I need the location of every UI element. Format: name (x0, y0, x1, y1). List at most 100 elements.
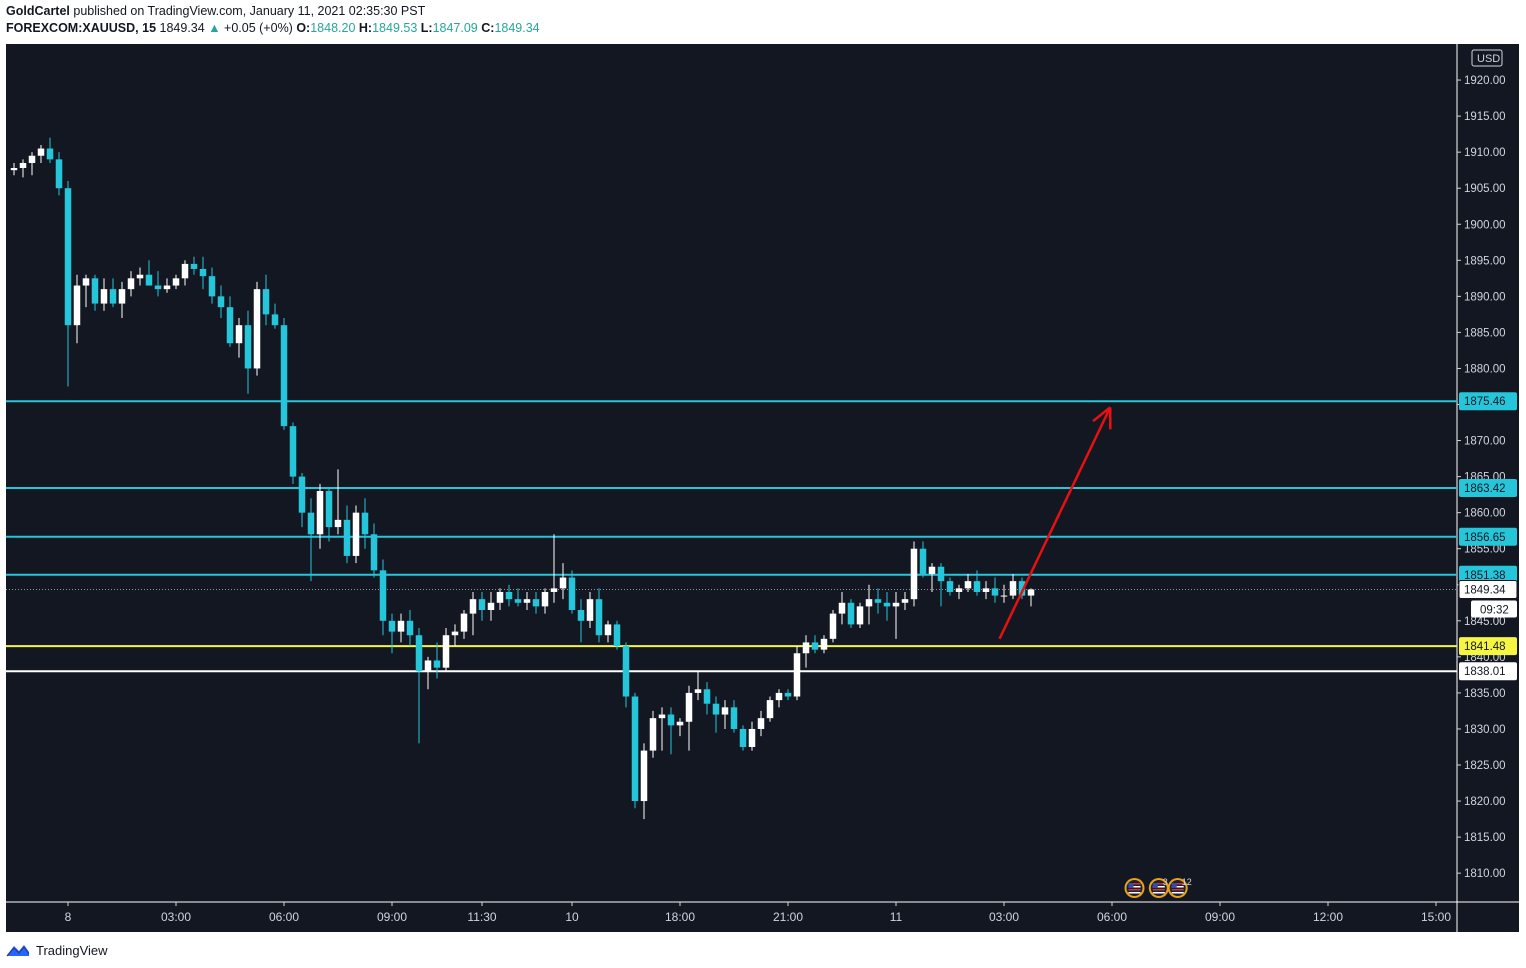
x-tick-label: 03:00 (989, 910, 1019, 924)
candle-body (226, 307, 234, 344)
candle-body (64, 188, 72, 326)
candle-body (910, 548, 918, 600)
y-tick-label: 1905.00 (1464, 183, 1506, 195)
candle (856, 602, 864, 629)
candle (559, 563, 567, 600)
last-price-value: 1849.34 (159, 21, 205, 35)
candle (793, 646, 801, 701)
candle-body (46, 148, 54, 160)
close-value: 1849.34 (494, 21, 540, 35)
candle (181, 260, 189, 286)
candle-body (136, 274, 144, 279)
candle (1000, 584, 1008, 603)
candle (883, 591, 891, 621)
candle-body (550, 588, 558, 592)
candle (676, 718, 684, 737)
candle-body (874, 599, 882, 603)
flag-stripe (1128, 886, 1141, 888)
candle (262, 274, 270, 326)
candle-body (469, 599, 477, 614)
candle-body (505, 591, 513, 600)
countdown-text: 09:32 (1480, 605, 1509, 617)
candle (217, 285, 225, 318)
candle-body (766, 700, 774, 719)
candle-body (145, 274, 153, 286)
candle-body (100, 289, 108, 304)
author-name[interactable]: GoldCartel (6, 4, 70, 18)
candle-body (397, 620, 405, 632)
candle-body (55, 159, 63, 189)
candlestick-chart[interactable]: 1810.00 1815.00 1820.00 1825.00 1830.00 1835.… (6, 44, 1519, 932)
chart-area[interactable]: 1810.00 1815.00 1820.00 1825.00 1830.00 1835.… (6, 44, 1519, 932)
tradingview-brand[interactable]: TradingView (36, 942, 108, 958)
candle (271, 303, 279, 329)
candle-body (325, 491, 333, 528)
candle (640, 743, 648, 820)
candle-body (856, 606, 864, 625)
candle (361, 498, 369, 549)
candle (73, 274, 81, 344)
candle-body (253, 289, 261, 369)
candle (307, 498, 315, 582)
currency-text: USD (1477, 53, 1500, 65)
candle-body (514, 599, 522, 603)
candle (667, 707, 675, 755)
candle (100, 278, 108, 311)
level-tag-box (1459, 565, 1517, 584)
candle (397, 613, 405, 643)
candle-body (658, 714, 666, 719)
candle (919, 541, 927, 578)
x-tick-label: 15:00 (1421, 910, 1451, 924)
candle-body (262, 289, 270, 315)
level-price-tag: 1841.48 (1459, 637, 1517, 656)
y-tick-label: 1825.00 (1464, 760, 1506, 772)
candle-body (208, 276, 216, 297)
flag-stripe (1171, 892, 1184, 894)
candle-body (379, 570, 387, 621)
candle (388, 613, 396, 654)
tradingview-logo-icon[interactable] (6, 943, 30, 957)
x-tick-label: 11:30 (467, 910, 496, 924)
candle-body (154, 285, 162, 290)
flag-stripe (1128, 883, 1141, 885)
candle-body (730, 707, 738, 729)
candle (721, 700, 729, 729)
candle-body (496, 591, 504, 603)
candle-body (334, 519, 342, 528)
candle (46, 137, 54, 163)
candle-body (1009, 581, 1017, 596)
y-tick-label: 1900.00 (1464, 219, 1506, 231)
low-value: 1847.09 (432, 21, 478, 35)
candle (325, 487, 333, 542)
arrow-head (1092, 406, 1111, 423)
candle (424, 656, 432, 690)
candle-body (712, 703, 720, 715)
change-arrow-icon: ▲ (208, 21, 221, 35)
y-tick-label: 1915.00 (1464, 111, 1506, 123)
candle-body (946, 581, 954, 592)
high-label: H: (358, 21, 373, 35)
candle (478, 591, 486, 621)
candle-body (127, 278, 135, 290)
candle (604, 620, 612, 643)
candle (811, 635, 819, 654)
candle (766, 696, 774, 722)
candle (586, 591, 594, 629)
candle (154, 271, 162, 297)
candle-body (775, 692, 783, 701)
x-tick-label: 8 (65, 910, 72, 924)
candle-body (748, 728, 756, 747)
candle (1009, 573, 1017, 600)
candle (28, 152, 36, 176)
candle-body (820, 638, 828, 650)
candle-body (721, 707, 729, 715)
candle-body (1000, 595, 1008, 597)
last-price-box (1458, 580, 1518, 600)
ohlc-legend: FOREXCOM:XAUUSD, 15 1849.34 ▲ +0.05 (+0%… (6, 21, 540, 39)
candle (343, 505, 351, 564)
flag-stripe (1171, 886, 1184, 888)
trend-arrow (998, 406, 1112, 640)
level-tag-box (1459, 662, 1517, 681)
candle-body (991, 588, 999, 596)
candle-body (847, 602, 855, 625)
